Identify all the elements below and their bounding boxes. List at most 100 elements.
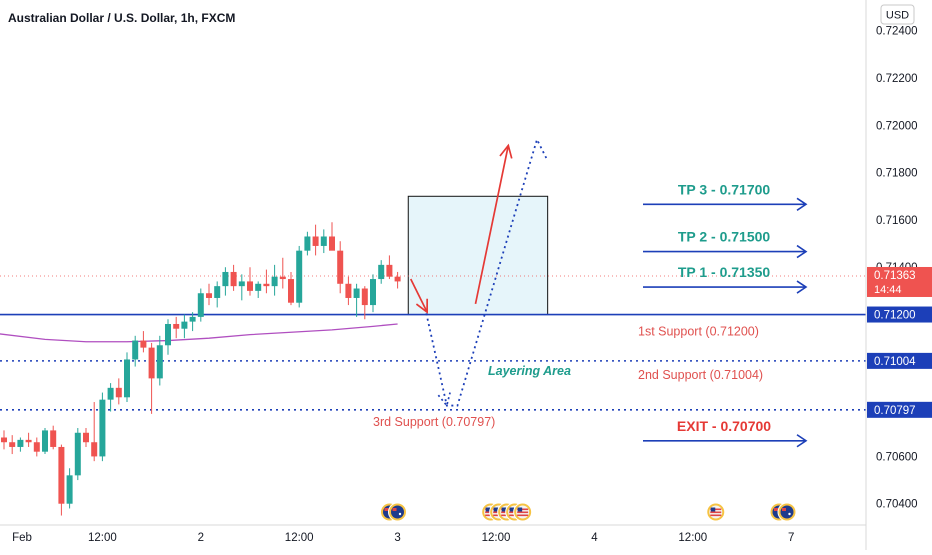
candle-body[interactable]: [337, 250, 344, 284]
candle-body[interactable]: [74, 432, 81, 476]
flag-detail: [384, 508, 389, 511]
candle-body[interactable]: [156, 345, 163, 379]
target-label-4: EXIT - 0.70700: [677, 418, 771, 434]
price-tick-label: 0.71600: [876, 215, 918, 227]
red-rebound-arrow-line: [474, 145, 510, 305]
candle-body[interactable]: [378, 264, 385, 280]
level-badge-2: 0.71004: [874, 356, 916, 368]
candle-body[interactable]: [83, 432, 89, 443]
flag-stripe: [517, 514, 529, 517]
candle-body[interactable]: [25, 439, 32, 443]
candle-body[interactable]: [181, 321, 188, 329]
event-icons-layer: [380, 502, 797, 522]
candle-body[interactable]: [222, 271, 229, 287]
candle-body[interactable]: [206, 293, 212, 298]
candle-body[interactable]: [189, 316, 196, 322]
candle-body[interactable]: [263, 283, 270, 287]
candle-body[interactable]: [345, 283, 352, 298]
candle-body[interactable]: [304, 236, 311, 251]
flag-canton: [485, 507, 491, 512]
candle-body[interactable]: [288, 279, 294, 303]
candle-body[interactable]: [255, 283, 262, 291]
candle-body[interactable]: [91, 442, 98, 457]
candle-body[interactable]: [1, 437, 7, 443]
candle-body[interactable]: [17, 439, 24, 447]
red-rebound-arrow-head: [499, 143, 513, 159]
candle-body[interactable]: [197, 293, 204, 317]
candle-body[interactable]: [320, 236, 327, 246]
red-drop-arrow-line: [409, 278, 428, 313]
flag-star: [788, 512, 791, 516]
flag-canton: [501, 507, 507, 512]
candle-body[interactable]: [50, 430, 57, 447]
price-tick-label: 0.71800: [876, 168, 918, 180]
flag-canton: [517, 507, 523, 512]
candle-body[interactable]: [214, 286, 221, 298]
australia-flag-icon: [391, 505, 404, 519]
support-levels-layer: 1st Support (0.71200) 2nd Support (0.7100…: [0, 275, 866, 429]
flag-canton: [710, 507, 716, 512]
candle-body[interactable]: [140, 340, 147, 348]
target-arrow-head-4: [796, 434, 808, 448]
candle-body[interactable]: [33, 442, 40, 452]
moving-average-line: [0, 323, 398, 343]
price-axis[interactable]: 0.724000.722000.720000.718000.716000.714…: [876, 26, 918, 511]
targets-layer: TP 3 - 0.71700 TP 2 - 0.71500 TP 1 - 0.713…: [643, 181, 808, 448]
red-drop-arrow-head: [415, 298, 429, 314]
candle-body[interactable]: [230, 271, 237, 287]
target-label-3: TP 1 - 0.71350: [678, 264, 771, 280]
level-badge-3: 0.70797: [874, 405, 916, 417]
price-tick-label: 0.70600: [876, 451, 918, 463]
candle-body[interactable]: [115, 387, 122, 398]
candle-body[interactable]: [148, 347, 155, 379]
flag-stripe: [517, 511, 529, 514]
candle-body[interactable]: [296, 250, 303, 303]
layering-area-label: Layering Area: [488, 364, 571, 378]
price-tick-label: 0.72200: [876, 73, 918, 85]
candle-body[interactable]: [66, 475, 73, 504]
candle-body[interactable]: [312, 236, 319, 246]
candle-body[interactable]: [42, 430, 48, 452]
candle-body[interactable]: [165, 323, 171, 346]
candle-body[interactable]: [271, 276, 278, 287]
level-badge-2-bg: [867, 352, 932, 369]
candle-body[interactable]: [132, 340, 139, 360]
current-price-badge-bg: [867, 266, 932, 297]
candle-body[interactable]: [58, 446, 65, 504]
time-tick-label: 12:00: [88, 532, 117, 544]
support-label-3: 3rd Support (0.70797): [373, 415, 495, 429]
candle-body[interactable]: [329, 236, 335, 251]
chart-title: Australian Dollar / U.S. Dollar, 1h, FXC…: [8, 11, 235, 25]
flag-star: [398, 512, 402, 516]
candle-countdown: 14:44: [874, 284, 902, 296]
flag-detail: [392, 508, 397, 511]
price-tick-label: 0.70400: [876, 499, 918, 511]
price-tick-label: 0.72000: [876, 120, 918, 132]
candle-body[interactable]: [247, 281, 253, 291]
candle-body[interactable]: [238, 281, 245, 287]
candle-body[interactable]: [99, 399, 106, 457]
time-tick-label: Feb: [12, 532, 32, 544]
candle-body[interactable]: [353, 288, 360, 298]
candle-body[interactable]: [279, 276, 286, 280]
candle-body[interactable]: [394, 276, 401, 282]
time-tick-label: 12:00: [285, 532, 314, 544]
candle-body[interactable]: [361, 288, 368, 306]
flag-stripe: [517, 508, 529, 511]
currency-badge[interactable]: USD: [880, 4, 915, 25]
target-label-1: TP 3 - 0.71700: [678, 181, 771, 197]
current-price-badge: 0.71363: [874, 270, 916, 282]
target-zone-box: [407, 195, 549, 316]
candle-body[interactable]: [107, 387, 114, 400]
zones-layer: [407, 195, 549, 316]
flag-canton: [509, 507, 515, 512]
candle-body[interactable]: [370, 279, 376, 306]
candle-body[interactable]: [173, 323, 180, 329]
candle-body[interactable]: [386, 264, 393, 277]
level-badge-3-bg: [867, 401, 932, 418]
candle-body[interactable]: [9, 442, 16, 447]
time-axis[interactable]: Feb 12:00 2 12:00 3 12:00 4 12:00 7: [12, 532, 794, 544]
candle-body[interactable]: [124, 359, 130, 398]
